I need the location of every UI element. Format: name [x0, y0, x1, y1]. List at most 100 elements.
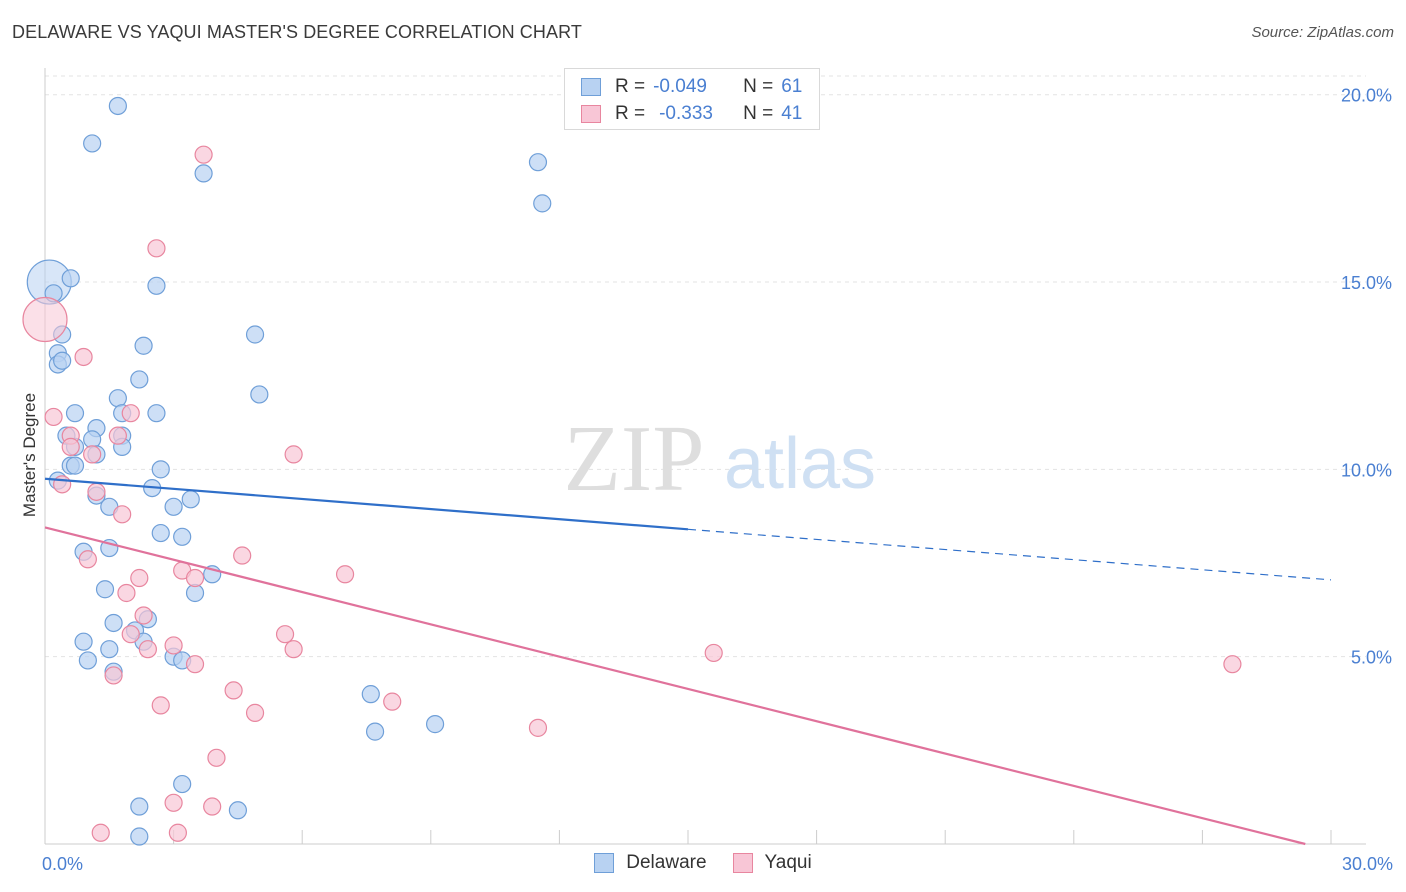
delaware-point — [100, 640, 119, 659]
delaware-point — [151, 523, 170, 543]
yaqui-point — [704, 643, 723, 663]
yaqui-point — [168, 823, 187, 842]
yaqui-point — [78, 550, 97, 569]
yaqui-point — [164, 636, 183, 655]
delaware-point — [108, 96, 127, 116]
legend-n-value: 41 — [781, 103, 803, 124]
legend-r-label: R = — [615, 76, 646, 97]
yaqui-point — [245, 703, 265, 722]
y-tick-label: 15.0% — [1341, 273, 1392, 293]
yaqui-point — [87, 482, 106, 501]
yaqui-point — [284, 445, 303, 464]
chart-title: DELAWARE VS YAQUI MASTER'S DEGREE CORREL… — [12, 22, 582, 42]
delaware-point — [250, 385, 269, 404]
delaware-point — [130, 827, 149, 846]
correlation-legend: R = -0.049 N = 61 R = -0.333 N = 41 — [564, 68, 820, 130]
delaware-point — [108, 389, 127, 408]
yaqui-point — [233, 546, 252, 565]
delaware-trend-line — [44, 477, 689, 531]
delaware-point — [365, 722, 385, 741]
yaqui-legend-swatch — [732, 853, 753, 873]
yaqui-point — [528, 718, 548, 737]
trend-layer — [44, 477, 1332, 846]
delaware-point — [425, 715, 445, 734]
yaqui-point — [207, 748, 226, 767]
delaware-point — [173, 527, 192, 546]
yaqui-point — [275, 625, 295, 644]
delaware-point — [151, 460, 170, 479]
delaware-point — [147, 404, 166, 423]
series-legend-delaware: Delaware — [594, 852, 707, 874]
delaware-point — [95, 580, 115, 599]
legend-n-label: N = — [743, 76, 774, 97]
y-tick-label: 20.0% — [1341, 86, 1392, 106]
yaqui-point — [121, 404, 140, 423]
delaware-point — [361, 685, 380, 704]
delaware-point — [194, 164, 213, 183]
yaqui-point — [44, 407, 63, 427]
watermark: ZIP atlas — [564, 407, 877, 511]
delaware-legend-label: Delaware — [626, 852, 707, 873]
yaqui-point — [117, 583, 136, 603]
yaqui-point — [383, 692, 402, 711]
legend-n-label: N = — [743, 103, 774, 124]
delaware-point — [147, 276, 166, 295]
series-legend: Delaware Yaqui — [0, 852, 1406, 874]
points-layer — [22, 96, 1242, 846]
yaqui-point — [1223, 655, 1242, 674]
yaqui-point — [91, 823, 110, 842]
delaware-point — [74, 632, 93, 651]
delaware-legend-swatch — [594, 853, 615, 873]
yaqui-point — [138, 640, 157, 659]
yaqui-point — [104, 666, 123, 685]
yaqui-point — [83, 445, 102, 464]
delaware-point — [181, 490, 200, 509]
series-legend-yaqui: Yaqui — [732, 852, 812, 874]
legend-row-yaqui: R = -0.333 N = 41 — [581, 103, 802, 125]
yaqui-point — [130, 568, 149, 588]
legend-r-value: -0.333 — [659, 103, 713, 124]
yaqui-point — [61, 437, 80, 456]
delaware-point — [173, 774, 192, 794]
x-tick-label: 0.0% — [42, 854, 83, 874]
delaware-point — [61, 269, 80, 288]
y-tick-label: 5.0% — [1351, 648, 1392, 668]
yaqui-point — [284, 640, 303, 659]
watermark-zip: ZIP — [564, 407, 705, 511]
yaqui-point — [151, 696, 170, 715]
delaware-point — [130, 370, 149, 389]
delaware-point — [104, 613, 123, 633]
legend-n-value: 61 — [781, 76, 803, 97]
delaware-swatch — [581, 78, 601, 96]
delaware-point — [78, 651, 97, 670]
delaware-point — [130, 797, 149, 816]
delaware-point — [533, 194, 552, 213]
chart-source: Source: ZipAtlas.com — [1251, 24, 1394, 41]
delaware-point — [83, 134, 102, 153]
delaware-point — [53, 351, 72, 370]
legend-r-value: -0.049 — [653, 76, 707, 97]
delaware-point — [65, 404, 85, 423]
yaqui-point — [224, 681, 243, 700]
x-tick-label: 30.0% — [1342, 854, 1393, 874]
delaware-point — [134, 336, 153, 355]
grid-layer — [45, 75, 1366, 658]
delaware-point — [528, 153, 548, 172]
delaware-trend-extension — [687, 528, 1332, 581]
yaqui-point — [74, 347, 93, 367]
delaware-point — [65, 456, 85, 475]
yaqui-point — [335, 565, 355, 584]
yaqui-trend-line — [44, 526, 1306, 846]
yaqui-swatch — [581, 105, 601, 123]
watermark-atlas: atlas — [724, 424, 876, 504]
yaqui-point — [22, 296, 68, 343]
yaqui-point — [53, 475, 72, 494]
yaqui-legend-label: Yaqui — [764, 852, 812, 873]
delaware-point — [245, 325, 265, 344]
delaware-point — [228, 801, 247, 820]
y-axis-label: Master's Degree — [20, 392, 39, 518]
yaqui-point — [108, 426, 127, 445]
legend-row-delaware: R = -0.049 N = 61 — [581, 76, 802, 98]
legend-r-label: R = — [615, 103, 646, 124]
